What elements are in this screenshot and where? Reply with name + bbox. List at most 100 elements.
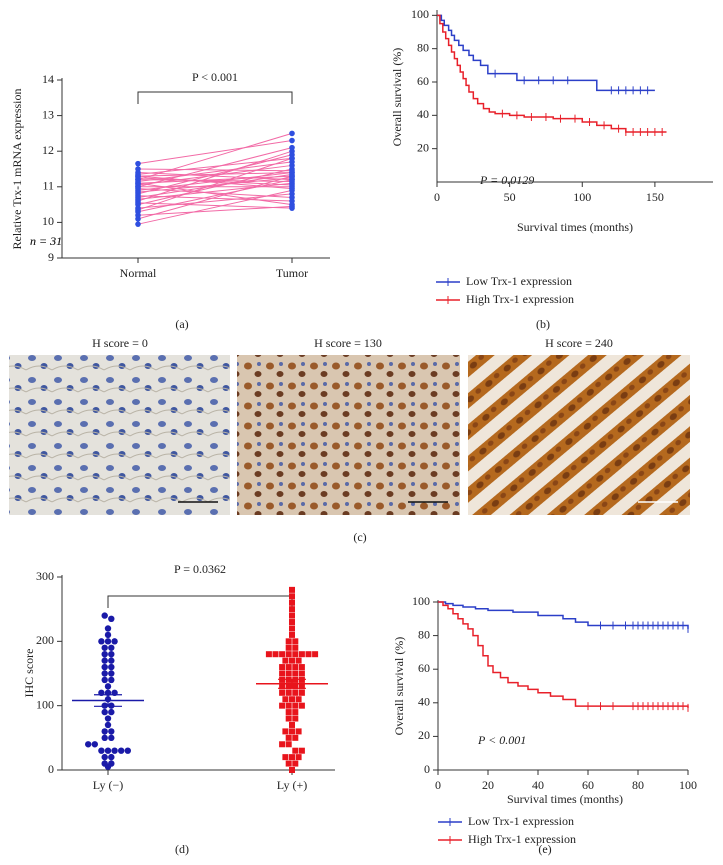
y-tick-label: 20 <box>417 140 429 154</box>
dot <box>101 670 108 677</box>
pair-line <box>137 205 293 216</box>
dot <box>101 753 108 761</box>
dot <box>292 644 299 651</box>
dot <box>289 606 295 613</box>
dot <box>124 747 131 754</box>
y-tick-label: 40 <box>418 695 430 709</box>
x-axis-label: Survival times (months) <box>517 220 633 234</box>
dot <box>108 708 115 716</box>
dot <box>135 166 141 172</box>
dot <box>101 734 108 742</box>
dot <box>101 676 108 684</box>
pair-line <box>137 182 293 206</box>
pair-line <box>137 168 293 172</box>
y-tick-label: 13 <box>42 107 54 121</box>
legend-label: High Trx-1 expression <box>466 292 574 306</box>
pair-line <box>137 179 293 182</box>
dot <box>298 683 305 690</box>
dot <box>108 753 115 761</box>
dot <box>85 741 92 748</box>
bracket <box>137 91 293 104</box>
y-tick-label: 60 <box>418 661 430 675</box>
dot <box>279 741 286 748</box>
dot <box>285 638 292 645</box>
dot <box>298 702 305 709</box>
dot <box>285 664 292 671</box>
dot <box>289 625 295 632</box>
dot <box>282 754 289 761</box>
dot <box>104 747 112 754</box>
dot <box>285 760 292 767</box>
title: P = 0.0362 <box>174 562 226 576</box>
survival-curve <box>438 601 689 708</box>
dot <box>289 754 295 761</box>
x-tick-label: 60 <box>582 778 594 792</box>
pair-line <box>137 179 293 213</box>
dot <box>279 676 286 683</box>
dot <box>101 708 108 716</box>
dot <box>292 664 299 671</box>
dot <box>101 657 108 664</box>
dot <box>108 657 115 664</box>
x-tick-label: Ly (−) <box>93 778 123 792</box>
y-tick-label: 12 <box>42 143 54 157</box>
x-tick-label: 0 <box>435 778 441 792</box>
pair-line <box>137 140 293 165</box>
dot <box>101 728 108 735</box>
dot <box>289 185 295 192</box>
dot <box>104 631 112 639</box>
y-tick-label: 300 <box>36 569 54 583</box>
dot <box>108 734 115 742</box>
dot <box>289 176 295 183</box>
dot <box>295 696 302 703</box>
dot <box>104 638 112 645</box>
dot <box>98 747 105 754</box>
survival-curve <box>438 601 689 629</box>
micrograph <box>468 355 690 515</box>
y-tick-label: 200 <box>36 633 54 647</box>
dot <box>101 702 108 709</box>
dot <box>298 664 305 671</box>
pair-line <box>137 177 293 186</box>
dot <box>295 657 302 664</box>
dot <box>108 615 115 623</box>
dot <box>265 651 272 658</box>
x-axis-label: Survival times (months) <box>507 792 623 806</box>
legend-label: Low Trx-1 expression <box>468 814 574 828</box>
pair-line <box>137 202 293 209</box>
y-tick-label: 0 <box>424 762 430 776</box>
y-tick-label: 100 <box>36 697 54 711</box>
x-tick-label: Ly (+) <box>277 778 307 792</box>
error-bar <box>94 694 122 707</box>
dot <box>285 734 292 741</box>
panel-label: (c) <box>353 530 366 544</box>
dot <box>285 676 292 683</box>
annotation: n = 31 <box>30 234 62 248</box>
dot <box>289 728 295 735</box>
dot <box>104 721 112 729</box>
pair-line <box>137 175 293 184</box>
dot <box>298 689 305 696</box>
pair-line <box>137 157 293 175</box>
dot <box>289 767 295 773</box>
dot <box>279 664 286 671</box>
dot <box>289 167 295 174</box>
dot <box>282 657 289 664</box>
dot <box>289 619 295 626</box>
dot <box>298 747 305 754</box>
dot <box>282 696 289 703</box>
dot <box>285 741 292 748</box>
dot <box>285 702 292 709</box>
dot <box>285 670 292 677</box>
panel-label: (d) <box>175 842 189 856</box>
dot <box>285 651 292 658</box>
pair-line <box>137 188 293 198</box>
y-tick-label: 20 <box>418 728 430 742</box>
pair-line <box>137 175 293 220</box>
dot <box>298 670 305 677</box>
dot <box>285 715 292 722</box>
micrograph <box>237 355 460 515</box>
x-tick-label: 100 <box>679 778 697 792</box>
dot <box>289 194 295 201</box>
dot <box>104 625 112 632</box>
